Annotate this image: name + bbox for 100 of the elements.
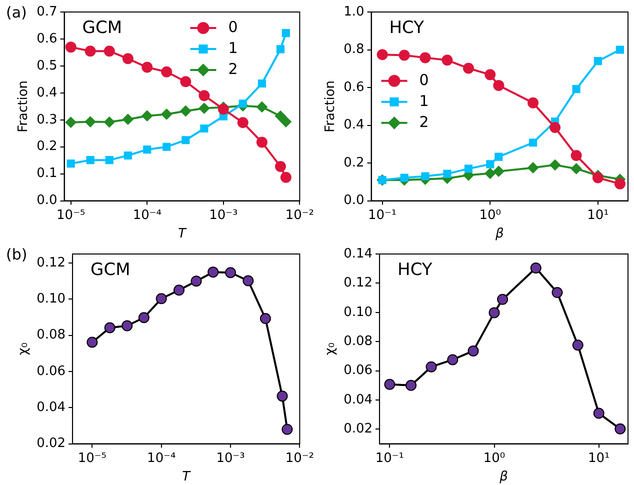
x-tick-label: 10⁻⁵ — [78, 450, 106, 466]
point — [138, 312, 150, 324]
point — [198, 102, 210, 114]
point — [66, 160, 75, 168]
point — [200, 124, 208, 133]
chart-title: GCM — [90, 260, 130, 280]
point — [426, 361, 437, 372]
y-tick-label: 0.04 — [36, 400, 66, 416]
point — [260, 313, 271, 324]
y-tick-label: 1.0 — [344, 4, 364, 20]
point — [190, 276, 202, 287]
point — [104, 116, 115, 128]
y-axis-title: Fraction — [323, 80, 338, 132]
point — [528, 97, 539, 108]
point — [400, 174, 408, 182]
point — [242, 275, 254, 286]
x-axis-title: β — [498, 470, 508, 485]
x-tick-label: 10¹ — [587, 208, 609, 223]
y-tick-label: 0.8 — [344, 42, 364, 58]
x-tick-label: 10⁻² — [285, 450, 314, 466]
point — [180, 76, 192, 88]
point — [462, 62, 474, 74]
x-tick-label: 10⁻⁴ — [132, 208, 162, 223]
x-tick-label: 10⁰ — [483, 450, 506, 466]
y-tick-label: 0.02 — [36, 436, 66, 452]
point — [161, 66, 172, 78]
point — [550, 122, 561, 134]
x-tick-label: 10¹ — [588, 450, 610, 466]
point — [142, 110, 153, 122]
chart-title: HCY — [398, 260, 433, 280]
point — [238, 100, 247, 108]
point — [570, 150, 582, 161]
y-tick-label: 0.06 — [344, 363, 373, 378]
point — [592, 172, 604, 184]
y-tick-label: 0.14 — [344, 246, 373, 262]
point — [84, 116, 96, 128]
point — [256, 101, 268, 112]
y-tick-label: 0.3 — [36, 112, 58, 128]
point — [256, 136, 268, 148]
text: (b) — [6, 245, 28, 264]
y-tick-label: 0.5 — [36, 58, 58, 74]
text: (a) — [6, 3, 27, 22]
point — [124, 151, 132, 160]
point — [447, 354, 458, 366]
point — [122, 114, 134, 125]
point — [552, 287, 563, 298]
point — [276, 45, 285, 54]
point — [143, 146, 152, 154]
x-tick-label: 10⁻⁴ — [147, 450, 176, 466]
x-tick-label: 10⁻³ — [216, 450, 245, 466]
legend-label: 1 — [419, 92, 429, 110]
point — [443, 170, 452, 178]
point — [614, 423, 626, 434]
point — [237, 117, 248, 128]
point — [122, 53, 134, 64]
y-tick-label: 0.7 — [36, 4, 58, 20]
x-tick-label: 10⁻¹ — [368, 208, 397, 223]
y-axis-title: χ₀ — [16, 342, 32, 356]
point — [593, 408, 604, 419]
point — [198, 90, 210, 102]
y-tick-label: 0.6 — [344, 80, 364, 95]
point — [142, 62, 153, 73]
point — [208, 266, 219, 278]
x-tick-label: 10⁻¹ — [375, 450, 404, 466]
x-axis-title: T — [178, 226, 188, 242]
point — [161, 108, 172, 120]
point — [105, 156, 114, 164]
y-tick-label: 0.10 — [344, 304, 373, 320]
chart-title: GCM — [82, 18, 122, 38]
x-axis-title: β — [494, 226, 504, 242]
point — [384, 378, 396, 390]
y-tick-label: 0.4 — [344, 118, 364, 133]
point — [614, 178, 626, 190]
point — [104, 322, 116, 334]
y-tick-label: 0.2 — [36, 139, 58, 154]
point — [572, 84, 580, 94]
point — [65, 42, 76, 53]
y-axis-title: χ₀ — [323, 342, 338, 356]
point — [468, 345, 479, 356]
point — [550, 159, 561, 170]
y-tick-label: 0.6 — [36, 31, 58, 46]
chart-title: HCY — [389, 18, 425, 38]
y-tick-label: 0.2 — [344, 155, 364, 170]
y-tick-label: 0.12 — [344, 276, 373, 291]
y-tick-label: 0.02 — [344, 422, 373, 437]
x-tick-label: 10⁰ — [479, 208, 502, 223]
point — [616, 46, 624, 54]
point — [572, 340, 584, 351]
point — [274, 161, 286, 172]
point — [421, 172, 430, 180]
point — [104, 46, 115, 57]
y-tick-label: 0.06 — [36, 364, 66, 379]
legend-label: 0 — [228, 18, 238, 36]
point — [122, 320, 133, 332]
y-tick-label: 0.10 — [36, 292, 66, 307]
y-tick-label: 0.08 — [344, 334, 373, 349]
point — [156, 293, 167, 304]
x-tick-label: 10⁻³ — [209, 208, 238, 223]
x-tick-label: 10⁻⁵ — [56, 208, 86, 223]
point — [442, 54, 453, 66]
